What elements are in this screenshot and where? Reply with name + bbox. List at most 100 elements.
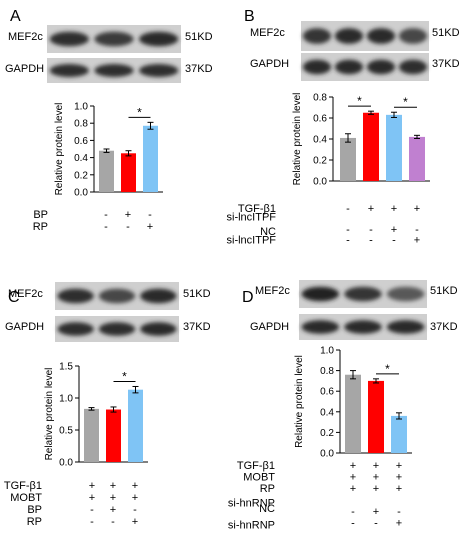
bar bbox=[363, 112, 379, 181]
condition-mark: + bbox=[147, 221, 153, 233]
blot-bands bbox=[57, 288, 177, 304]
panel-letter: B bbox=[244, 8, 255, 25]
condition-label: BP bbox=[27, 504, 42, 516]
blot-band bbox=[49, 31, 89, 47]
blot-band bbox=[302, 59, 332, 75]
y-tick-label: 0.2 bbox=[313, 156, 327, 167]
bar bbox=[84, 408, 99, 462]
blot-band bbox=[49, 64, 89, 77]
y-tick-label: 0.0 bbox=[313, 177, 327, 188]
error-bar bbox=[103, 148, 110, 153]
blot-band bbox=[301, 320, 340, 334]
error-bar bbox=[88, 407, 95, 411]
bar bbox=[386, 114, 402, 181]
panel-d: D MEF2c 51KD GAPDH 37KD 0.0 0.2 0.4 0.6 0.8 1.0 Rel… bbox=[228, 280, 458, 532]
blot-image bbox=[301, 53, 429, 81]
blot-size: 51KD bbox=[432, 27, 460, 39]
blot-image bbox=[301, 21, 429, 51]
error-bar bbox=[125, 150, 132, 157]
blot-label: MEF2c bbox=[8, 288, 43, 300]
condition-mark: + bbox=[373, 472, 379, 484]
blot-bands bbox=[301, 286, 425, 302]
condition-label: MOBT bbox=[10, 492, 42, 504]
y-tick-label: 0.2 bbox=[320, 428, 334, 439]
y-tick-label: 1.0 bbox=[320, 346, 334, 357]
significance-marker: * bbox=[137, 105, 142, 119]
blot-bands bbox=[49, 64, 179, 77]
y-tick-label: 0.5 bbox=[59, 426, 73, 437]
condition-mark: + bbox=[396, 518, 402, 530]
condition-mark: - bbox=[90, 516, 94, 528]
blot-label: GAPDH bbox=[250, 321, 289, 333]
blot-size: 37KD bbox=[185, 63, 213, 75]
y-tick-label: 0.0 bbox=[74, 188, 88, 199]
condition-mark: + bbox=[350, 483, 356, 495]
panel-letter: A bbox=[10, 8, 21, 25]
condition-label: si-hnRNP bbox=[228, 520, 275, 532]
condition-mark: - bbox=[90, 504, 94, 516]
condition-mark: + bbox=[89, 492, 95, 504]
blot-size: 51KD bbox=[183, 288, 211, 300]
significance-marker: * bbox=[403, 95, 408, 109]
blot-band bbox=[344, 286, 382, 302]
blot-band bbox=[334, 28, 364, 44]
blot-image bbox=[299, 314, 427, 340]
condition-mark: + bbox=[391, 203, 397, 215]
error-bar bbox=[132, 385, 139, 394]
condition-label: si-hnRNP bbox=[228, 498, 275, 510]
condition-label: TGF-β1 bbox=[237, 460, 275, 472]
significance-marker: * bbox=[385, 362, 390, 376]
condition-label: MOBT bbox=[243, 472, 275, 484]
y-tick-label: 0.0 bbox=[320, 449, 334, 460]
blot-image bbox=[55, 316, 179, 342]
blot-band bbox=[344, 320, 382, 334]
condition-mark: + bbox=[89, 480, 95, 492]
blot-image bbox=[299, 280, 427, 308]
condition-mark: + bbox=[125, 209, 131, 221]
y-tick-label: 0.4 bbox=[313, 135, 327, 146]
condition-mark: - bbox=[346, 235, 350, 247]
blot-bands bbox=[301, 320, 425, 334]
panel-b: B MEF2c 51KD GAPDH 37KD 0.0 0.2 0.4 0.6 0.8 Relati… bbox=[227, 8, 460, 247]
bar bbox=[391, 415, 407, 453]
condition-mark: + bbox=[414, 203, 420, 215]
condition-mark: + bbox=[350, 460, 356, 472]
condition-mark: + bbox=[132, 492, 138, 504]
bar bbox=[99, 150, 114, 192]
bar bbox=[121, 153, 136, 192]
blot-label: MEF2c bbox=[250, 27, 285, 39]
condition-mark: - bbox=[133, 504, 137, 516]
blot-band bbox=[398, 28, 428, 44]
error-bar bbox=[373, 378, 379, 384]
condition-mark: + bbox=[373, 506, 379, 518]
panel-letter: D bbox=[242, 289, 254, 306]
error-bar bbox=[391, 111, 397, 118]
panel-a: A MEF2c 51KD GAPDH 37KD 0.0 0.2 0.4 0.6 0.8 1.0 Rel… bbox=[5, 8, 213, 233]
bar-chart: 0.0 0.5 1.0 1.5 Relative protein level * TGF-β… bbox=[4, 362, 148, 528]
bar bbox=[143, 125, 158, 192]
blot-image bbox=[55, 282, 179, 310]
blot-size: 51KD bbox=[430, 285, 458, 297]
y-tick-label: 0.6 bbox=[74, 136, 88, 147]
blot-band bbox=[139, 31, 179, 47]
condition-mark: - bbox=[374, 518, 378, 530]
bar bbox=[345, 374, 361, 453]
condition-mark: - bbox=[346, 224, 350, 236]
bar bbox=[128, 389, 143, 462]
blot-label: GAPDH bbox=[5, 321, 44, 333]
bar bbox=[340, 137, 356, 181]
bar-chart: 0.0 0.2 0.4 0.6 0.8 1.0 Relative protein level… bbox=[228, 346, 412, 532]
condition-mark: + bbox=[110, 504, 116, 516]
blot-label: MEF2c bbox=[255, 285, 290, 297]
significance-marker: * bbox=[122, 369, 127, 383]
condition-mark: + bbox=[414, 235, 420, 247]
error-bar bbox=[147, 121, 154, 130]
blot-band bbox=[386, 286, 425, 302]
bar bbox=[368, 380, 384, 453]
y-tick-label: 0.4 bbox=[74, 153, 88, 164]
blot-band bbox=[94, 64, 134, 77]
condition-mark: - bbox=[346, 203, 350, 215]
blot-size: 37KD bbox=[183, 321, 211, 333]
